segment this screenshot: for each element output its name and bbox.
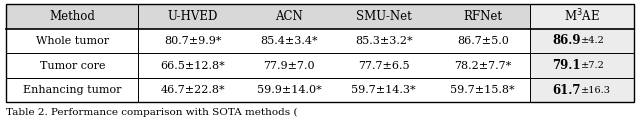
Text: 66.5±12.8*: 66.5±12.8*	[160, 61, 225, 70]
Text: 79.1: 79.1	[552, 59, 580, 72]
Text: SMU-Net: SMU-Net	[356, 10, 412, 23]
Text: 80.7±9.9*: 80.7±9.9*	[164, 36, 221, 46]
Bar	[530, 4, 634, 102]
Bar	[6, 4, 634, 102]
Bar	[6, 29, 634, 53]
Text: ACN: ACN	[275, 10, 303, 23]
Text: 85.3±3.2*: 85.3±3.2*	[355, 36, 412, 46]
Text: Whole tumor: Whole tumor	[36, 36, 109, 46]
Text: U-HVED: U-HVED	[168, 10, 218, 23]
Text: ±4.2: ±4.2	[580, 36, 604, 45]
Bar	[6, 78, 634, 102]
Text: 78.2±7.7*: 78.2±7.7*	[454, 61, 511, 70]
Bar	[6, 53, 634, 78]
Bar	[6, 4, 634, 29]
Text: Enhancing tumor: Enhancing tumor	[23, 85, 122, 95]
Text: 59.7±15.8*: 59.7±15.8*	[451, 85, 515, 95]
Text: 86.7±5.0: 86.7±5.0	[457, 36, 509, 46]
Text: RFNet: RFNet	[463, 10, 502, 23]
Text: ±16.3: ±16.3	[580, 86, 611, 95]
Text: 46.7±22.8*: 46.7±22.8*	[161, 85, 225, 95]
Text: Tumor core: Tumor core	[40, 61, 105, 70]
Text: M$^3$AE: M$^3$AE	[564, 8, 600, 25]
Text: 59.9±14.0*: 59.9±14.0*	[257, 85, 322, 95]
Text: 85.4±3.4*: 85.4±3.4*	[260, 36, 318, 46]
Text: ±7.2: ±7.2	[580, 61, 604, 70]
Text: 77.7±6.5: 77.7±6.5	[358, 61, 410, 70]
Text: Method: Method	[49, 10, 95, 23]
Text: 59.7±14.3*: 59.7±14.3*	[351, 85, 416, 95]
Text: 86.9: 86.9	[552, 34, 580, 47]
Text: 77.9±7.0: 77.9±7.0	[264, 61, 315, 70]
Text: 61.7: 61.7	[552, 84, 580, 97]
Text: Table 2. Performance comparison with SOTA methods (: Table 2. Performance comparison with SOT…	[6, 108, 298, 117]
